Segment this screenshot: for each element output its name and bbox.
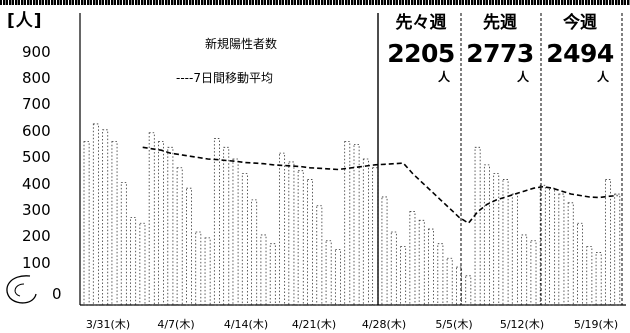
bar-new-cases [204, 237, 211, 306]
legend-line-series: ----7日間移動平均 [176, 69, 273, 86]
y-tick-label-900: 900 [22, 43, 51, 61]
pen-scribble-mark [6, 275, 37, 304]
bar-new-cases [307, 179, 313, 306]
bar-new-cases [148, 132, 155, 306]
bar-new-cases [437, 243, 444, 306]
week-panel-unit: 人 [516, 70, 529, 84]
x-tick-label: 5/5(木) [435, 318, 473, 331]
bar-new-cases [595, 252, 602, 306]
y-tick-label-400: 400 [22, 175, 51, 193]
y-tick-label-100: 100 [22, 254, 51, 272]
x-tick-label: 3/31(木) [85, 318, 131, 331]
x-tick-label: 4/7(木) [157, 318, 195, 331]
bar-new-cases [549, 187, 556, 306]
bar-new-cases [288, 161, 295, 306]
legend-line-label: 7日間移動平均 [193, 71, 273, 85]
bar-new-cases [604, 179, 611, 306]
bar-new-cases [390, 231, 397, 306]
bar-new-cases [586, 246, 593, 306]
bar-new-cases [279, 152, 286, 306]
week-panel-value: 2773 [466, 39, 534, 68]
bar-new-cases [334, 249, 341, 306]
bar-new-cases [381, 196, 388, 306]
bar-new-cases [232, 158, 239, 306]
bar-new-cases [418, 219, 425, 306]
bar-new-cases [344, 141, 351, 306]
bar-new-cases [539, 184, 546, 306]
bar-new-cases [83, 141, 90, 306]
bar-new-cases [325, 240, 332, 306]
bar-new-cases [251, 199, 258, 306]
bar-new-cases [92, 123, 99, 306]
week-panel-last-week: 先週 2773 人 [463, 8, 537, 85]
week-panel-value: 2494 [546, 39, 614, 68]
bar-new-cases [111, 141, 118, 306]
bar-new-cases [577, 222, 583, 306]
bar-new-cases [102, 129, 109, 306]
bar-new-cases [223, 146, 230, 306]
x-tick-label: 4/14(木) [223, 318, 269, 331]
line-7day-average [142, 146, 618, 225]
bar-new-cases [558, 193, 565, 306]
bar-new-cases [186, 187, 192, 306]
bar-new-cases [483, 164, 490, 306]
bar-new-cases [493, 173, 500, 306]
bar-new-cases [372, 167, 379, 306]
bar-new-cases [195, 231, 202, 306]
x-tick-label: 4/28(木) [361, 318, 407, 331]
y-tick-label-800: 800 [22, 69, 51, 87]
y-tick-label-500: 500 [22, 148, 51, 166]
bar-new-cases [213, 138, 220, 306]
bar-new-cases [353, 143, 360, 306]
week-panel-unit: 人 [596, 70, 609, 84]
bar-new-cases [176, 167, 183, 306]
bar-new-cases [474, 146, 481, 306]
bar-new-cases [130, 216, 137, 306]
bar-new-cases [260, 234, 267, 306]
bar-new-cases [521, 234, 528, 306]
y-tick-label-0: 0 [52, 285, 62, 303]
bar-new-cases [465, 275, 472, 306]
bar-new-cases [400, 246, 407, 306]
legend-line-swatch: ---- [176, 71, 194, 85]
bar-new-cases [297, 170, 304, 306]
bar-new-cases [502, 179, 509, 306]
bar-new-cases [428, 228, 435, 306]
y-tick-label-200: 200 [22, 227, 51, 245]
bar-new-cases [446, 257, 453, 306]
bar-new-cases [567, 202, 574, 306]
x-tick-label: 5/19(木) [573, 318, 619, 331]
y-tick-label-300: 300 [22, 201, 51, 219]
week-panel-this-week: 今週 2494 人 [543, 8, 617, 85]
bar-new-cases [316, 205, 323, 306]
bar-new-cases [167, 146, 174, 306]
top-border-strip [0, 0, 630, 5]
week-panel-label: 今週 [563, 13, 597, 33]
x-tick-label: 5/12(木) [499, 318, 545, 331]
week-panel-value: 2205 [387, 39, 455, 68]
legend-bar-series: 新規陽性者数 [205, 37, 278, 51]
y-axis-unit: [人] [7, 11, 43, 31]
bar-new-cases [241, 173, 248, 306]
bar-new-cases [139, 222, 146, 306]
bar-new-cases [456, 266, 462, 306]
bar-new-cases [614, 193, 621, 306]
week-panel-unit: 人 [437, 70, 450, 84]
y-tick-label-600: 600 [22, 122, 51, 140]
bar-new-cases [409, 211, 416, 306]
bar-new-cases [269, 243, 276, 306]
y-tick-label-700: 700 [22, 95, 51, 113]
bar-new-cases [511, 193, 518, 306]
bar-new-cases [362, 158, 369, 306]
week-panel-label: 先週 [483, 13, 517, 33]
bar-new-cases [530, 240, 537, 306]
bar-new-cases [120, 181, 127, 306]
week-panel-two-weeks-ago: 先々週 2205 人 [384, 8, 458, 85]
bar-new-cases [158, 141, 165, 306]
week-panel-label: 先々週 [395, 13, 447, 33]
x-tick-label: 4/21(木) [291, 318, 337, 331]
